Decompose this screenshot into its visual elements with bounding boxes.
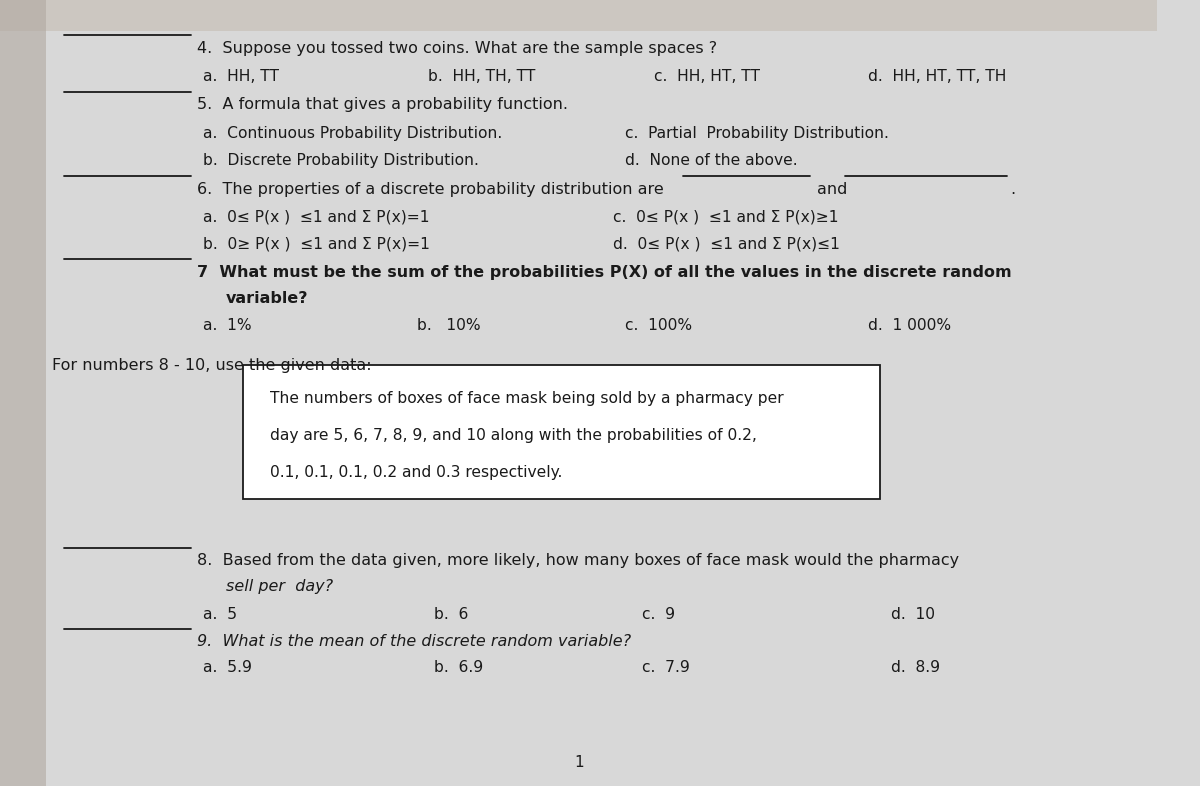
Text: The numbers of boxes of face mask being sold by a pharmacy per: The numbers of boxes of face mask being … xyxy=(270,391,784,406)
Text: c.  7.9: c. 7.9 xyxy=(642,660,690,675)
Text: b.  6.9: b. 6.9 xyxy=(434,660,484,675)
Text: d.  0≤ P(x )  ≤1 and Σ P(x)≤1: d. 0≤ P(x ) ≤1 and Σ P(x)≤1 xyxy=(613,237,840,252)
Text: d.  1 000%: d. 1 000% xyxy=(868,318,952,333)
Text: 6.  The properties of a discrete probability distribution are: 6. The properties of a discrete probabil… xyxy=(197,182,664,196)
Text: d.  10: d. 10 xyxy=(892,607,935,622)
Text: 0.1, 0.1, 0.1, 0.2 and 0.3 respectively.: 0.1, 0.1, 0.1, 0.2 and 0.3 respectively. xyxy=(270,465,562,480)
Text: 4.  Suppose you tossed two coins. What are the sample spaces ?: 4. Suppose you tossed two coins. What ar… xyxy=(197,41,716,56)
Text: sell per  day?: sell per day? xyxy=(226,579,332,594)
Text: 9.  What is the mean of the discrete random variable?: 9. What is the mean of the discrete rand… xyxy=(197,634,631,648)
Text: b.  6: b. 6 xyxy=(434,607,468,622)
Text: b.  HH, TH, TT: b. HH, TH, TT xyxy=(428,69,535,84)
Text: d.  None of the above.: d. None of the above. xyxy=(625,153,798,168)
Text: 5.  A formula that gives a probability function.: 5. A formula that gives a probability fu… xyxy=(197,97,568,112)
Text: a.  5: a. 5 xyxy=(203,607,236,622)
Text: b.   10%: b. 10% xyxy=(416,318,480,333)
Text: b.  Discrete Probability Distribution.: b. Discrete Probability Distribution. xyxy=(203,153,479,168)
Text: and: and xyxy=(817,182,847,196)
Text: .: . xyxy=(1010,182,1015,196)
FancyBboxPatch shape xyxy=(244,365,880,499)
Text: c.  100%: c. 100% xyxy=(625,318,692,333)
Text: d.  8.9: d. 8.9 xyxy=(892,660,941,675)
Text: b.  0≥ P(x )  ≤1 and Σ P(x)=1: b. 0≥ P(x ) ≤1 and Σ P(x)=1 xyxy=(203,237,430,252)
Text: a.  1%: a. 1% xyxy=(203,318,251,333)
Text: c.  9: c. 9 xyxy=(642,607,676,622)
Text: variable?: variable? xyxy=(226,291,308,306)
Text: 1: 1 xyxy=(574,755,583,769)
Text: For numbers 8 - 10, use the given data:: For numbers 8 - 10, use the given data: xyxy=(52,358,372,373)
Text: a.  Continuous Probability Distribution.: a. Continuous Probability Distribution. xyxy=(203,126,502,141)
Text: day are 5, 6, 7, 8, 9, and 10 along with the probabilities of 0.2,: day are 5, 6, 7, 8, 9, and 10 along with… xyxy=(270,428,756,443)
Text: 7  What must be the sum of the probabilities P(X) of all the values in the discr: 7 What must be the sum of the probabilit… xyxy=(197,265,1012,280)
Text: a.  5.9: a. 5.9 xyxy=(203,660,252,675)
Text: 8.  Based from the data given, more likely, how many boxes of face mask would th: 8. Based from the data given, more likel… xyxy=(197,553,959,568)
Text: a.  HH, TT: a. HH, TT xyxy=(203,69,278,84)
Text: c.  0≤ P(x )  ≤1 and Σ P(x)≥1: c. 0≤ P(x ) ≤1 and Σ P(x)≥1 xyxy=(613,209,839,224)
FancyBboxPatch shape xyxy=(0,0,47,786)
Text: a.  0≤ P(x )  ≤1 and Σ P(x)=1: a. 0≤ P(x ) ≤1 and Σ P(x)=1 xyxy=(203,209,430,224)
Text: c.  Partial  Probability Distribution.: c. Partial Probability Distribution. xyxy=(625,126,889,141)
Text: d.  HH, HT, TT, TH: d. HH, HT, TT, TH xyxy=(868,69,1007,84)
Text: c.  HH, HT, TT: c. HH, HT, TT xyxy=(654,69,760,84)
FancyBboxPatch shape xyxy=(0,0,1157,31)
